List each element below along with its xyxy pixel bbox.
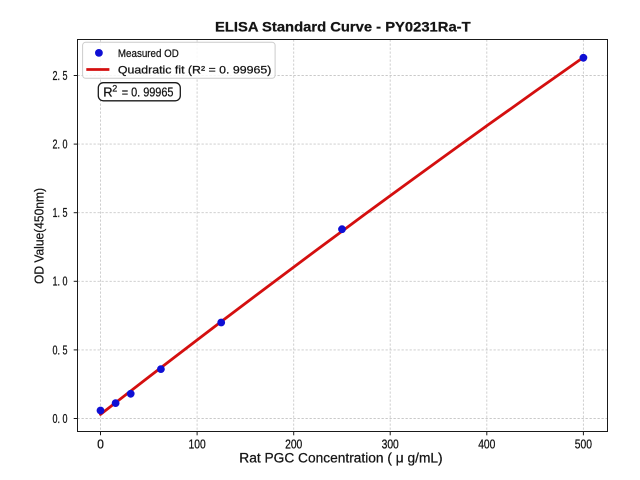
- svg-text:Rat PGC Concentration ( μ g/mL: Rat PGC Concentration ( μ g/mL): [239, 451, 442, 466]
- svg-text:400: 400: [478, 438, 495, 452]
- svg-text:Measured OD: Measured OD: [118, 48, 179, 60]
- svg-text:0: 0: [97, 438, 104, 452]
- svg-text:= 0. 99965: = 0. 99965: [122, 84, 174, 99]
- svg-text:1. 0: 1. 0: [53, 275, 68, 289]
- svg-text:2: 2: [112, 84, 117, 94]
- svg-text:Quadratic fit (R² = 0. 99965): Quadratic fit (R² = 0. 99965): [118, 65, 272, 77]
- svg-text:500: 500: [575, 438, 592, 452]
- svg-text:1. 5: 1. 5: [53, 206, 68, 220]
- svg-text:100: 100: [189, 438, 206, 452]
- svg-text:2. 5: 2. 5: [53, 69, 68, 83]
- svg-text:200: 200: [285, 438, 302, 452]
- svg-text:R: R: [103, 84, 112, 99]
- svg-text:300: 300: [382, 438, 399, 452]
- svg-text:2. 0: 2. 0: [53, 138, 68, 152]
- svg-text:OD Value(450nm): OD Value(450nm): [32, 188, 47, 284]
- svg-text:ELISA Standard Curve - PY0231R: ELISA Standard Curve - PY0231Ra-T: [215, 19, 471, 34]
- svg-text:0. 0: 0. 0: [53, 412, 68, 426]
- svg-text:0. 5: 0. 5: [53, 343, 68, 357]
